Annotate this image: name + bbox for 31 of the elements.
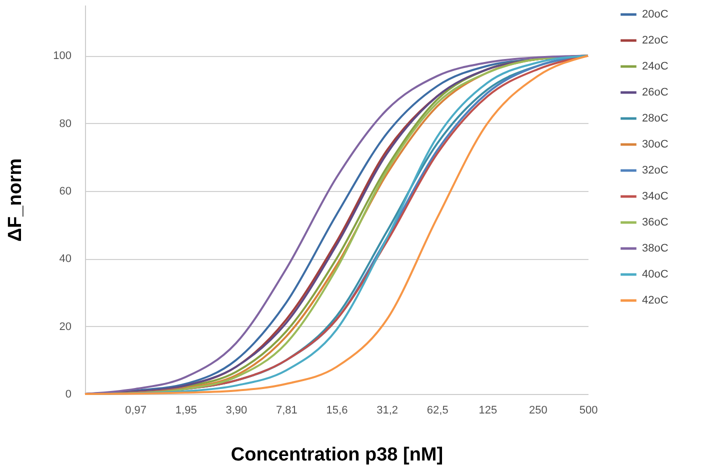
- y-tick-label: 60: [59, 186, 72, 198]
- y-tick-label: 80: [59, 118, 72, 130]
- legend-label: 34oC: [642, 190, 668, 202]
- x-tick-label: 7,81: [276, 404, 298, 416]
- y-tick-label: 0: [65, 388, 72, 400]
- x-axis-title: Concentration p38 [nM]: [230, 444, 444, 466]
- x-tick-label: 15,6: [326, 404, 348, 416]
- legend-label: 20oC: [642, 8, 668, 20]
- x-tick-label: 1,95: [175, 404, 197, 416]
- legend-label: 42oC: [642, 294, 668, 306]
- legend-label: 38oC: [642, 242, 668, 254]
- x-tick-label: 31,2: [376, 404, 398, 416]
- x-tick-label: 250: [529, 404, 548, 416]
- legend-label: 32oC: [642, 164, 668, 176]
- x-tick-label: 500: [579, 404, 598, 416]
- legend-label: 22oC: [642, 34, 668, 46]
- legend-label: 24oC: [642, 60, 668, 72]
- x-tick-label: 0,97: [125, 404, 147, 416]
- x-tick-label: 62,5: [426, 404, 448, 416]
- legend-label: 28oC: [642, 112, 668, 124]
- y-axis-title: ΔF_norm: [5, 158, 26, 242]
- x-tick-label: 125: [478, 404, 498, 416]
- x-tick-label: 3,90: [226, 404, 248, 416]
- legend-label: 30oC: [642, 138, 668, 150]
- y-tick-label: 20: [59, 320, 72, 333]
- y-tick-label: 100: [53, 50, 72, 62]
- line-series: [84, 54, 589, 395]
- y-tick-label: 40: [59, 253, 72, 266]
- legend-label: 26oC: [642, 86, 668, 98]
- legend-label: 40oC: [642, 268, 668, 280]
- legend-label: 36oC: [642, 216, 668, 228]
